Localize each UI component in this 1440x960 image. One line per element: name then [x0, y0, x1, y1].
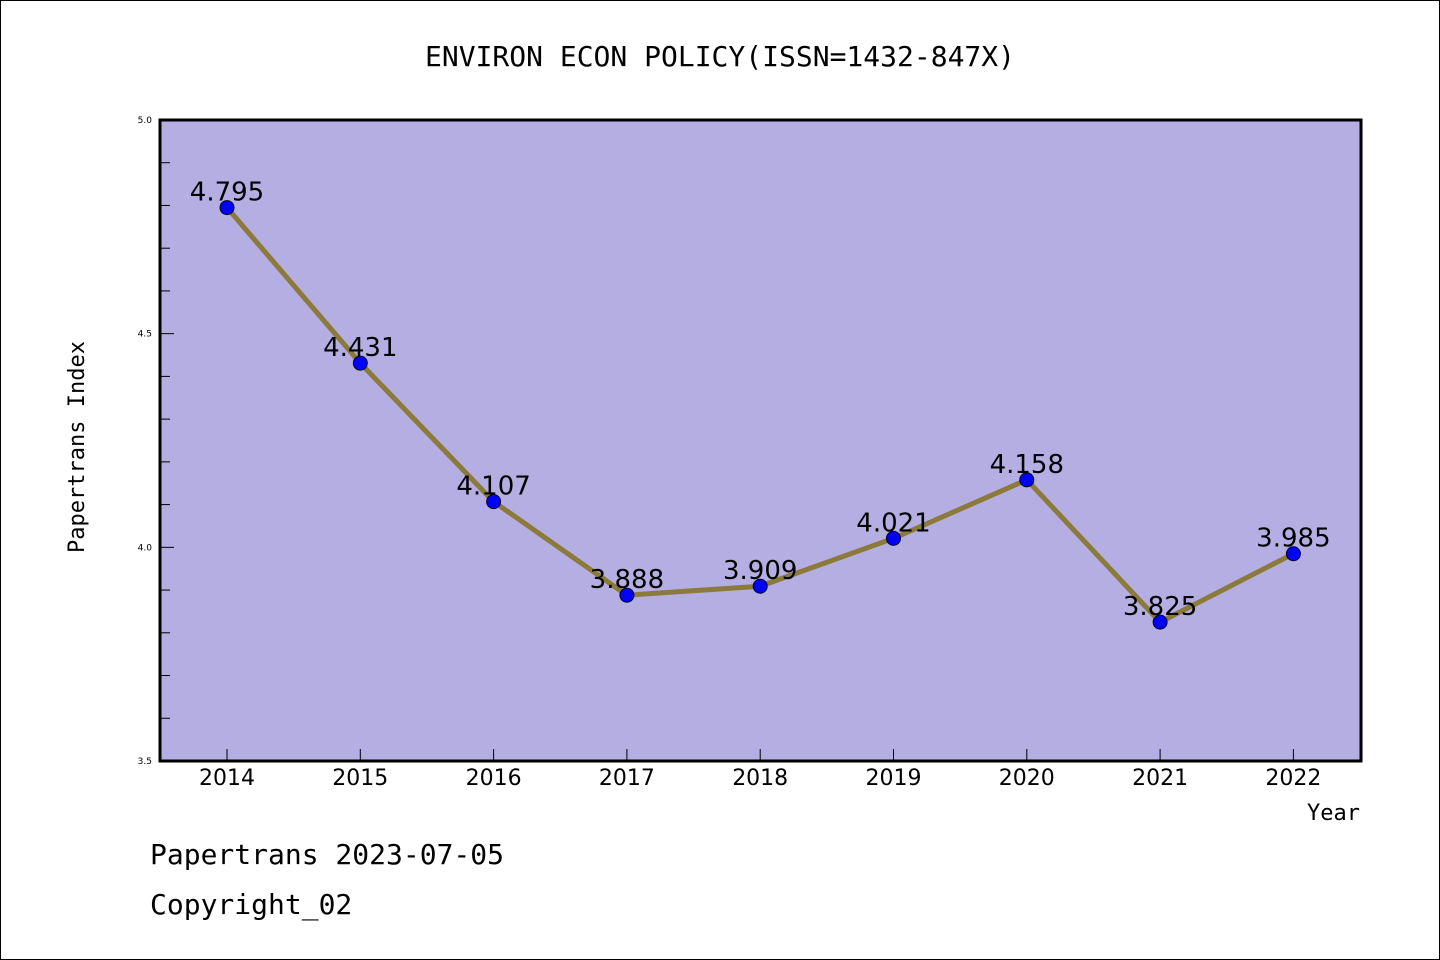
data-point	[219, 200, 235, 216]
x-tick-label: 2022	[1265, 766, 1321, 791]
footer-date: Papertrans 2023-07-05	[150, 838, 504, 871]
y-tick-label: 3.5	[138, 757, 152, 767]
footer-copyright: Copyright_02	[150, 888, 352, 922]
x-axis-label: Year	[1307, 801, 1360, 826]
y-tick-label: 4.5	[138, 330, 152, 340]
data-label: 4.021	[856, 508, 930, 538]
y-axis-label: Papertrans Index	[65, 341, 90, 553]
data-label: 4.107	[456, 472, 530, 502]
x-tick-label: 2014	[199, 766, 255, 791]
data-labels: 4.795 4.431 4.107 3.888 3.909 4.021 4.158 3.825…	[190, 178, 1331, 623]
y-tick-label: 4.0	[138, 543, 153, 553]
data-label: 4.431	[323, 333, 397, 363]
y-axis: 3.5 4.0 4.5 5.0	[138, 116, 174, 767]
data-point	[1019, 472, 1035, 488]
data-label: 3.888	[590, 565, 664, 595]
data-point	[352, 355, 368, 371]
x-tick-label: 2016	[466, 766, 522, 791]
data-label: 3.909	[723, 556, 797, 586]
x-axis: 2014 2015 2016 2017 2018 2019 2020 2021 2022	[199, 749, 1321, 791]
data-point	[1285, 546, 1301, 562]
x-tick-label: 2015	[332, 766, 388, 791]
data-label: 4.795	[190, 178, 264, 208]
x-tick-label: 2021	[1132, 766, 1188, 791]
y-tick-label: 5.0	[138, 116, 153, 126]
series-papertrans-index	[219, 200, 1301, 630]
data-point	[619, 587, 635, 603]
data-point	[752, 578, 768, 594]
x-tick-label: 2018	[732, 766, 788, 791]
data-label: 3.825	[1123, 592, 1197, 622]
x-tick-label: 2017	[599, 766, 655, 791]
data-point	[486, 494, 502, 510]
data-label: 3.985	[1256, 524, 1330, 554]
data-point	[1152, 614, 1168, 630]
data-point	[886, 530, 901, 546]
data-label: 4.158	[990, 450, 1064, 480]
plot-area	[158, 118, 1363, 763]
x-tick-label: 2020	[999, 766, 1055, 791]
chart-title: ENVIRON ECON POLICY(ISSN=1432-847X)	[425, 40, 1015, 73]
x-tick-label: 2019	[866, 766, 922, 791]
